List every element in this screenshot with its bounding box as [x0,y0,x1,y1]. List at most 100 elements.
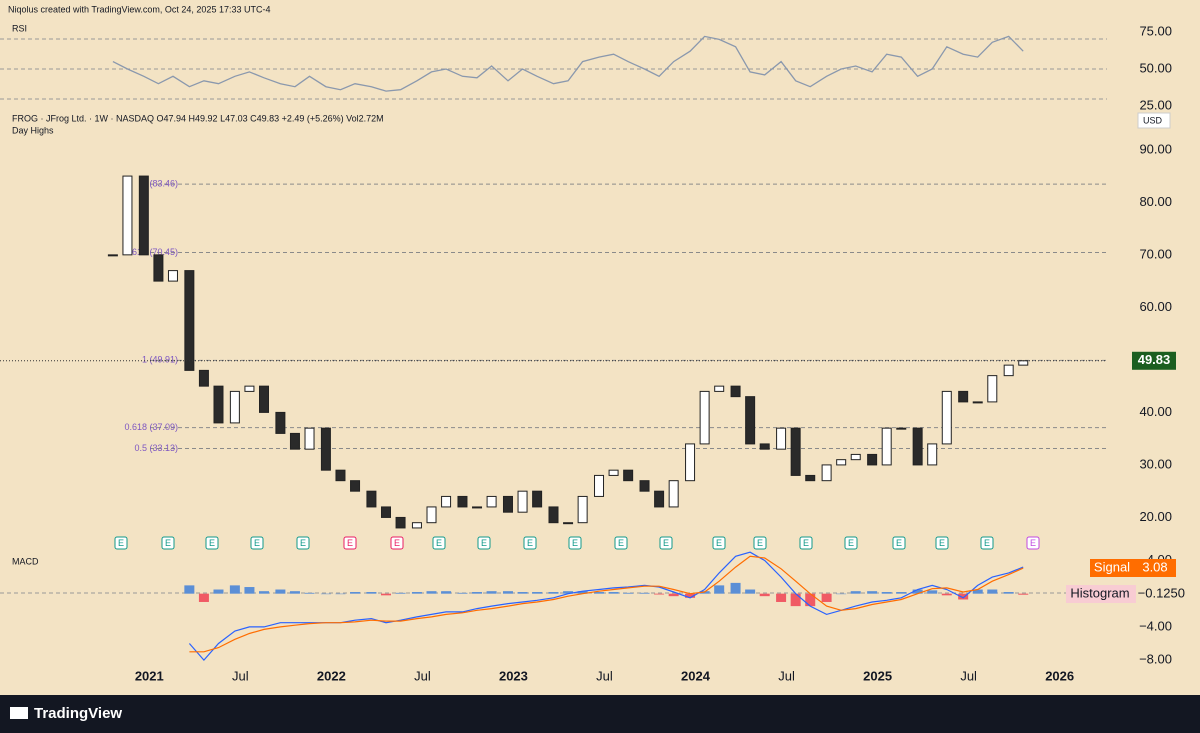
study-name: Day Highs [12,125,54,135]
candle [502,495,513,513]
earnings-box [892,536,906,550]
histogram-bar [759,593,770,597]
histogram-bar [654,593,665,595]
histogram-bar [912,589,923,594]
candle [972,401,983,404]
candle [213,385,224,424]
earnings-label: E [572,538,578,548]
signal-name-box [1090,559,1135,577]
candle [714,385,725,392]
signal-line [189,555,1024,653]
candle [472,506,483,509]
candle [639,480,650,492]
histogram-bar [395,592,406,594]
candle [153,254,164,282]
candle [563,522,574,525]
fib-label: 0.5 (33.13) [134,443,178,453]
histogram-bar [532,592,543,594]
histogram-bar [426,591,437,594]
candle [759,443,770,450]
candle [167,270,178,282]
histogram-bar [790,593,801,607]
earnings-box [935,536,949,550]
earnings-label: E [618,538,624,548]
candle [366,490,377,508]
histogram-bar [229,585,240,594]
histogram-bar [213,589,224,594]
earnings-box [477,536,491,550]
candle [790,427,801,476]
earnings-box [659,536,673,550]
y-tick-label: 20.00 [1139,509,1172,524]
y-tick-label: 40.00 [1139,404,1172,419]
price-box [1132,351,1176,370]
candle [259,385,270,413]
footer-bar [0,695,1200,733]
candle [608,469,619,476]
candle [745,396,756,445]
logo-icon [10,707,28,719]
y-tick-label: 30.00 [1139,456,1172,471]
candle [198,369,209,387]
candle [457,495,468,508]
candle [138,175,149,256]
y-tick-label: 60.00 [1139,299,1172,314]
candle [320,427,331,471]
candle [958,390,969,403]
candle [685,443,696,482]
price-label: 49.83 [1138,352,1171,367]
histogram-bar [685,593,696,598]
rsi-line [112,35,1024,92]
histogram-bar [805,593,816,607]
earnings-box [390,536,404,550]
earnings-label: E [896,538,902,548]
currency-box[interactable] [1137,112,1171,129]
histogram-name: Histogram [1070,585,1129,600]
histogram-bar [366,592,377,594]
candle [1003,364,1014,377]
candle [122,175,133,256]
x-tick-label: Jul [778,668,795,683]
x-tick-label: Jul [596,668,613,683]
histogram-bar [714,585,725,594]
histogram-bar [411,592,422,594]
earnings-label: E [481,538,487,548]
histogram-bar [350,592,361,594]
earnings-label: E [1030,538,1036,548]
macd-line [188,551,1024,662]
candle [275,411,286,434]
y-tick-label: −8.00 [1139,652,1172,667]
histogram-bar [972,589,983,594]
histogram-bar [927,590,938,594]
histogram-bar [867,591,878,594]
histogram-bar [304,592,315,594]
histogram-bar [457,592,468,594]
candle [699,390,710,445]
earnings-label: E [165,538,171,548]
x-tick-label: Jul [960,668,977,683]
candle [548,506,559,524]
earnings-box [844,536,858,550]
candle [1018,360,1029,366]
histogram-bar [548,592,559,594]
candle [184,270,195,371]
candle [441,495,452,508]
logo-text: TradingView [34,705,122,722]
histogram-bar [275,589,286,594]
x-tick-label: 2024 [681,668,711,683]
rsi-title: RSI [12,23,27,33]
earnings-box [161,536,175,550]
histogram-bar [577,591,588,594]
histogram-bar [1003,592,1014,594]
histogram-bar [623,592,634,594]
earnings-label: E [118,538,124,548]
candle [335,469,346,482]
candle [821,464,832,482]
earnings-box [980,536,994,550]
histogram-bar [594,592,605,594]
earnings-box [799,536,813,550]
y-tick-label: 90.00 [1139,141,1172,156]
histogram-bar [517,592,528,594]
histogram-bar [335,593,346,595]
